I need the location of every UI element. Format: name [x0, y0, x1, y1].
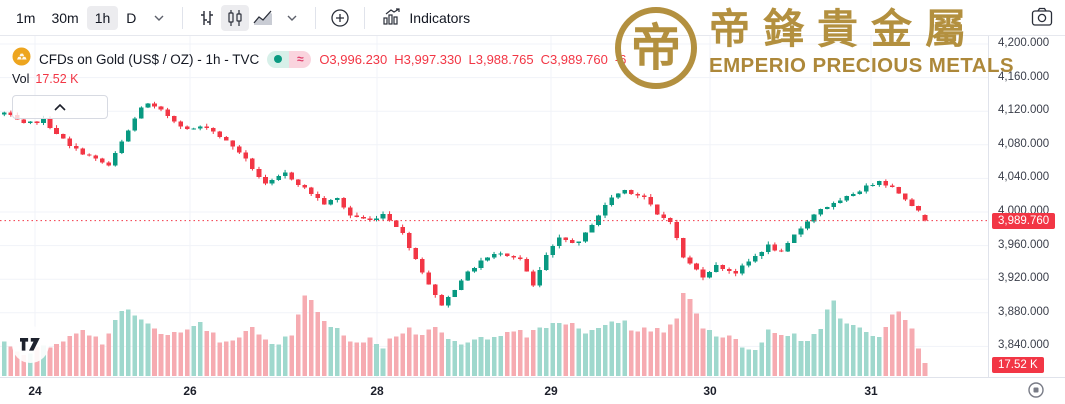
close-value: C3,989.760: [540, 51, 608, 67]
price-tick-label: 4,040.000: [998, 171, 1050, 184]
price-tick-label: 4,080.000: [998, 137, 1050, 150]
time-tick-label: 31: [864, 384, 878, 398]
time-tick-label: 28: [370, 384, 384, 398]
volume-value: 17.52 K: [35, 72, 79, 86]
price-tick-label: 3,880.000: [998, 305, 1050, 318]
ohlc-values: O3,996.230 H3,997.330 L3,988.765 C3,989.…: [319, 52, 626, 67]
symbol-legend[interactable]: CFDs on Gold (US$ / OZ) - 1h - TVC ≈ O3,…: [12, 47, 626, 71]
style-chevron-down-icon[interactable]: [279, 11, 305, 25]
volume-legend: Vol 17.52 K: [12, 72, 78, 86]
bars-style-icon[interactable]: [193, 5, 221, 31]
time-tick-label: 24: [28, 384, 42, 398]
area-style-icon[interactable]: [249, 5, 277, 31]
time-tick-label: 30: [703, 384, 717, 398]
time-tick-label: 26: [183, 384, 197, 398]
toolbar-divider: [315, 6, 317, 29]
interval-chevron-down-icon[interactable]: [146, 11, 172, 25]
gold-coin-icon: [12, 47, 31, 71]
market-open-dot-icon: [267, 50, 290, 68]
price-axis[interactable]: 4,200.000 4,160.000 4,120.000 4,080.000 4,04…: [988, 36, 1065, 377]
delayed-approx-icon: ≈: [289, 50, 312, 68]
high-value: H3,997.330: [394, 51, 462, 67]
current-volume-tag: 17.52 K: [992, 357, 1044, 373]
price-tick-label: 3,840.000: [998, 339, 1050, 352]
time-tick-label: 29: [544, 384, 558, 398]
indicators-icon: [383, 7, 402, 28]
time-axis[interactable]: 24 26 28 29 30 31: [0, 377, 1065, 404]
price-tick-label: 4,160.000: [998, 70, 1050, 83]
market-status-pills[interactable]: ≈: [267, 50, 312, 68]
chevron-up-icon: [54, 98, 66, 116]
low-value: L3,988.765: [468, 51, 534, 67]
open-value: O3,996.230: [319, 51, 388, 67]
toolbar-divider: [364, 6, 366, 29]
volume-label: Vol: [12, 72, 30, 86]
candles-style-icon[interactable]: [221, 4, 250, 31]
price-tick-label: 3,960.000: [998, 238, 1050, 251]
candlestick-chart[interactable]: [0, 36, 988, 377]
camera-icon[interactable]: [1031, 7, 1053, 32]
interval-button-d[interactable]: D: [126, 9, 137, 26]
scale-settings-icon[interactable]: [1027, 381, 1045, 404]
symbol-title[interactable]: CFDs on Gold (US$ / OZ) - 1h - TVC: [39, 51, 260, 67]
legend-collapse-button[interactable]: [12, 95, 108, 119]
price-tick-label: 3,920.000: [998, 272, 1050, 285]
indicators-label: Indicators: [409, 9, 471, 26]
interval-button-1m[interactable]: 1m: [16, 9, 36, 26]
top-toolbar: 1m 30m 1h D: [0, 0, 1065, 36]
price-tick-label: 4,120.000: [998, 104, 1050, 117]
indicators-button[interactable]: Indicators: [375, 4, 478, 32]
interval-button-1h[interactable]: 1h: [86, 5, 119, 30]
compare-plus-icon[interactable]: [326, 5, 354, 31]
tradingview-logo[interactable]: [12, 326, 49, 363]
interval-button-30m[interactable]: 30m: [51, 9, 79, 26]
change-value: -6: [614, 51, 627, 67]
price-tick-label: 4,200.000: [998, 37, 1050, 49]
toolbar-divider: [182, 6, 184, 29]
current-price-tag: 3,989.760: [992, 212, 1056, 229]
